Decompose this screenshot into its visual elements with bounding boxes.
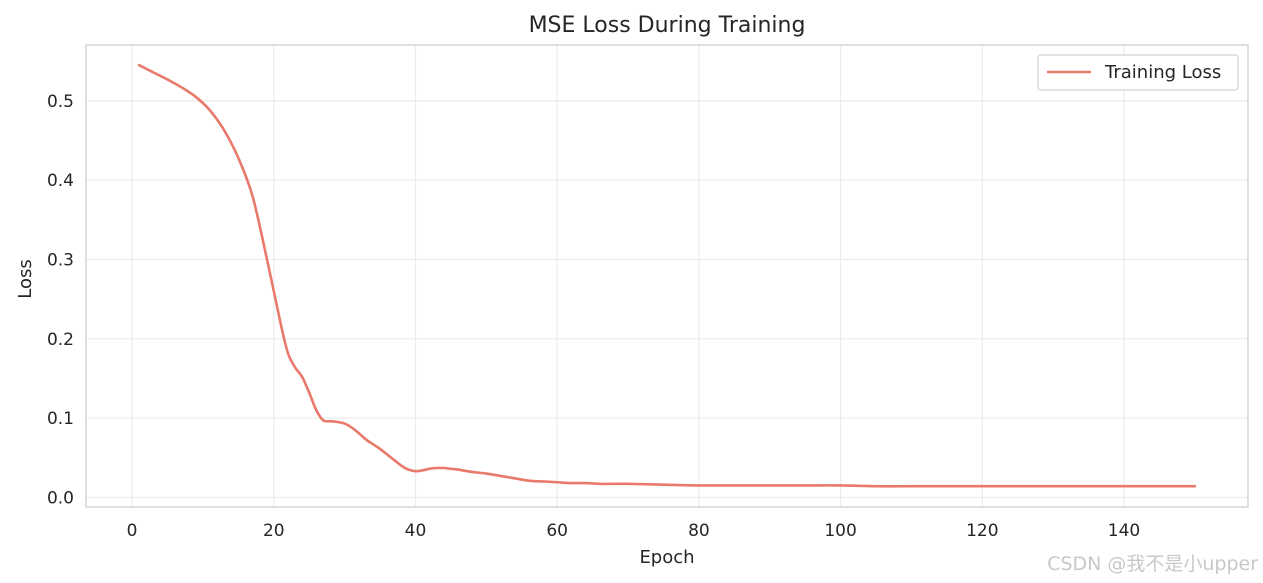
legend-box <box>1037 54 1239 91</box>
x-tick-label: 0 <box>127 521 138 541</box>
series-line-training-loss <box>137 63 1197 488</box>
y-tick-label: 0.3 <box>47 250 74 270</box>
x-tick-label: 140 <box>1108 521 1140 541</box>
legend: Training Loss <box>1037 54 1239 91</box>
y-tick-label: 0.0 <box>47 488 74 508</box>
x-tick-label: 40 <box>405 521 427 541</box>
grid <box>86 45 1248 507</box>
chart-title: MSE Loss During Training <box>529 13 806 38</box>
y-tick-label: 0.1 <box>47 409 74 429</box>
y-axis-label: Loss <box>15 259 36 298</box>
x-tick-label: 120 <box>966 521 998 541</box>
x-tick-label: 80 <box>688 521 710 541</box>
legend-label-training-loss: Training Loss <box>1104 62 1221 83</box>
watermark: CSDN @我不是小upper <box>1047 553 1258 575</box>
tick-labels: 0 20 40 60 80 100 120 140 0.0 0.1 0.2 0.3 0.4 0.5 <box>47 92 1140 541</box>
plot-frame <box>85 44 1249 508</box>
y-tick-label: 0.5 <box>47 92 74 112</box>
y-tick-label: 0.4 <box>47 171 74 191</box>
series-layer <box>137 63 1197 488</box>
y-tick-label: 0.2 <box>47 330 74 350</box>
x-tick-label: 20 <box>263 521 285 541</box>
x-tick-label: 60 <box>546 521 568 541</box>
x-axis-label: Epoch <box>639 547 694 568</box>
x-tick-label: 100 <box>824 521 856 541</box>
